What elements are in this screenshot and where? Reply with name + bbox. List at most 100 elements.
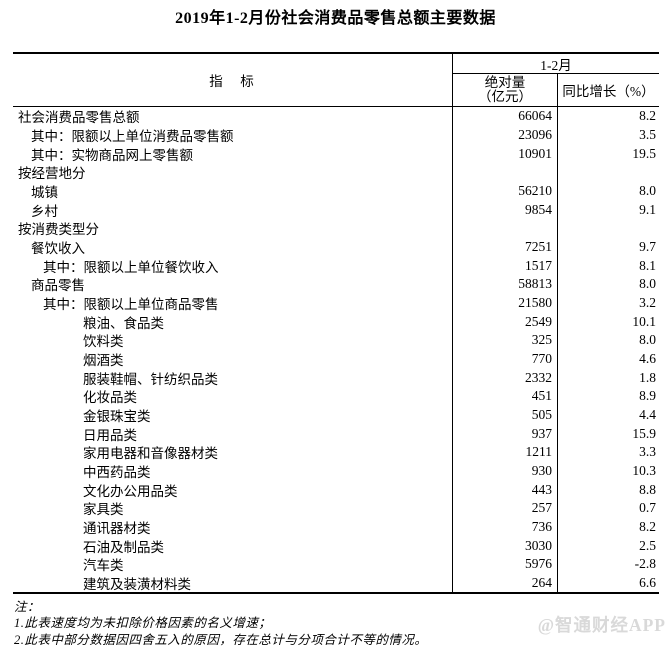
- row-growth-value: 3.5: [639, 127, 656, 142]
- row-label: 金银珠宝类: [13, 405, 453, 425]
- notes-heading: 注：: [14, 600, 41, 614]
- row-absolute-value: 257: [453, 499, 558, 518]
- table-row: 按消费类型分: [13, 219, 659, 238]
- row-growth-value: 19.5: [632, 145, 656, 161]
- row-absolute-value: 1211: [453, 443, 558, 462]
- table-row: 城镇 56210 8.0: [13, 181, 659, 201]
- table-row: 石油及制品类 3030 2.5: [13, 536, 659, 556]
- table-row: 其中：限额以上单位消费品零售额 23096 3.5: [13, 125, 659, 145]
- page-title: 2019年1-2月份社会消费品零售总额主要数据: [175, 10, 496, 27]
- table-row: 中西药品类 930 10.3: [13, 461, 659, 481]
- table-row: 烟酒类 770 4.6: [13, 349, 659, 369]
- row-absolute-value: 5976: [453, 555, 558, 574]
- row-absolute-value: 2549: [453, 312, 558, 332]
- row-label: 家具类: [13, 499, 453, 518]
- row-absolute-value: 505: [453, 405, 558, 425]
- note-item: 2.此表中部分数据因四舍五入的原因，存在总计与分项合计不等的情况。: [14, 632, 428, 647]
- row-label: 通讯器材类: [13, 517, 453, 537]
- table-header: 指 标 1-2月 绝对量 （亿元） 同比增长（%）: [13, 54, 659, 107]
- row-absolute-value: 451: [453, 387, 558, 406]
- table-row: 餐饮收入 7251 9.7: [13, 237, 659, 257]
- row-growth-value: 8.9: [639, 388, 656, 404]
- row-label: 文化办公用品类: [13, 480, 453, 500]
- row-growth-value: 10.3: [632, 463, 656, 479]
- row-growth-value: 15.9: [632, 425, 656, 441]
- row-label: 粮油、食品类: [13, 312, 453, 332]
- table-row: 金银珠宝类 505 4.4: [13, 405, 659, 425]
- row-growth-value: 8.0: [639, 332, 656, 348]
- table-row: 汽车类 5976 -2.8: [13, 555, 659, 574]
- header-period-group: 1-2月 绝对量 （亿元） 同比增长（%）: [453, 54, 659, 106]
- header-period: 1-2月: [453, 54, 659, 74]
- row-growth-value: [558, 219, 659, 238]
- row-label: 其中：实物商品网上零售额: [13, 144, 453, 164]
- watermark: @智通财经APP: [537, 615, 666, 635]
- row-label: 烟酒类: [13, 349, 453, 369]
- row-growth-value: 3.3: [639, 444, 656, 460]
- row-growth-value: 8.2: [639, 519, 656, 535]
- row-growth-value: 2.5: [639, 537, 656, 553]
- row-growth-value: 9.7: [639, 239, 656, 255]
- table-row: 社会消费品零售总额 66064 8.2: [13, 107, 659, 126]
- row-label: 家用电器和音像器材类: [13, 443, 453, 462]
- table-row: 按经营地分: [13, 163, 659, 182]
- data-table: 指 标 1-2月 绝对量 （亿元） 同比增长（%） 社会消费品零售总额 66064…: [13, 52, 659, 595]
- table-row: 服装鞋帽、针纺织品类 2332 1.8: [13, 368, 659, 388]
- row-label: 服装鞋帽、针纺织品类: [13, 368, 453, 388]
- row-label: 乡村: [13, 200, 453, 220]
- row-label: 化妆品类: [13, 387, 453, 406]
- header-growth: 同比增长（%）: [562, 84, 655, 99]
- row-label: 其中：限额以上单位餐饮收入: [13, 256, 453, 276]
- row-label: 城镇: [13, 181, 453, 201]
- row-absolute-value: 325: [453, 331, 558, 350]
- row-growth-value: 8.0: [639, 183, 656, 199]
- header-absolute-line2: （亿元）: [478, 89, 532, 104]
- row-label: 按消费类型分: [13, 219, 453, 238]
- row-absolute-value: 1517: [453, 256, 558, 276]
- table-row: 商品零售 58813 8.0: [13, 275, 659, 294]
- row-absolute-value: 443: [453, 480, 558, 500]
- row-absolute-value: 930: [453, 461, 558, 481]
- table-row: 其中：限额以上单位商品零售 21580 3.2: [13, 293, 659, 313]
- row-absolute-value: 66064: [453, 107, 558, 126]
- row-label: 其中：限额以上单位消费品零售额: [13, 125, 453, 145]
- table-row: 化妆品类 451 8.9: [13, 387, 659, 406]
- table-row: 乡村 9854 9.1: [13, 200, 659, 220]
- table-row: 家具类 257 0.7: [13, 499, 659, 518]
- table-row: 饮料类 325 8.0: [13, 331, 659, 350]
- row-growth-value: 3.2: [639, 295, 656, 311]
- table-row: 家用电器和音像器材类 1211 3.3: [13, 443, 659, 462]
- row-growth-value: 8.2: [639, 108, 656, 124]
- row-label: 汽车类: [13, 555, 453, 574]
- row-label: 按经营地分: [13, 163, 453, 182]
- row-growth-value: [558, 163, 659, 182]
- table-row: 建筑及装潢材料类 264 6.6: [13, 573, 659, 593]
- row-growth-value: 8.0: [639, 276, 656, 292]
- row-absolute-value: 736: [453, 517, 558, 537]
- row-label: 社会消费品零售总额: [13, 107, 453, 126]
- row-absolute-value: 264: [453, 573, 558, 593]
- row-absolute-value: 770: [453, 349, 558, 369]
- row-absolute-value: 56210: [453, 181, 558, 201]
- row-absolute-value: 937: [453, 424, 558, 444]
- row-absolute-value: 9854: [453, 200, 558, 220]
- row-absolute-value: 3030: [453, 536, 558, 556]
- table-body: 社会消费品零售总额 66064 8.2 其中：限额以上单位消费品零售额 23096 3.5…: [13, 107, 659, 593]
- row-absolute-value: 10901: [453, 144, 558, 164]
- header-absolute-line1: 绝对量: [484, 74, 526, 90]
- row-label: 其中：限额以上单位商品零售: [13, 293, 453, 313]
- table-row: 其中：实物商品网上零售额 10901 19.5: [13, 144, 659, 164]
- row-label: 石油及制品类: [13, 536, 453, 556]
- table-row: 通讯器材类 736 8.2: [13, 517, 659, 537]
- notes: 注： 1.此表速度均为未扣除价格因素的名义增速； 2.此表中部分数据因四舍五入的…: [14, 599, 427, 648]
- row-label: 建筑及装潢材料类: [13, 573, 453, 593]
- table-row: 日用品类 937 15.9: [13, 424, 659, 444]
- row-absolute-value: 58813: [453, 275, 558, 294]
- row-growth-value: -2.8: [634, 556, 656, 572]
- header-subrow: 绝对量 （亿元） 同比增长（%）: [453, 74, 659, 106]
- row-label: 日用品类: [13, 424, 453, 444]
- row-growth-value: 9.1: [639, 201, 656, 217]
- header-indicator: 指 标: [13, 54, 453, 106]
- row-growth-value: 0.7: [639, 500, 656, 516]
- table-row: 其中：限额以上单位餐饮收入 1517 8.1: [13, 256, 659, 276]
